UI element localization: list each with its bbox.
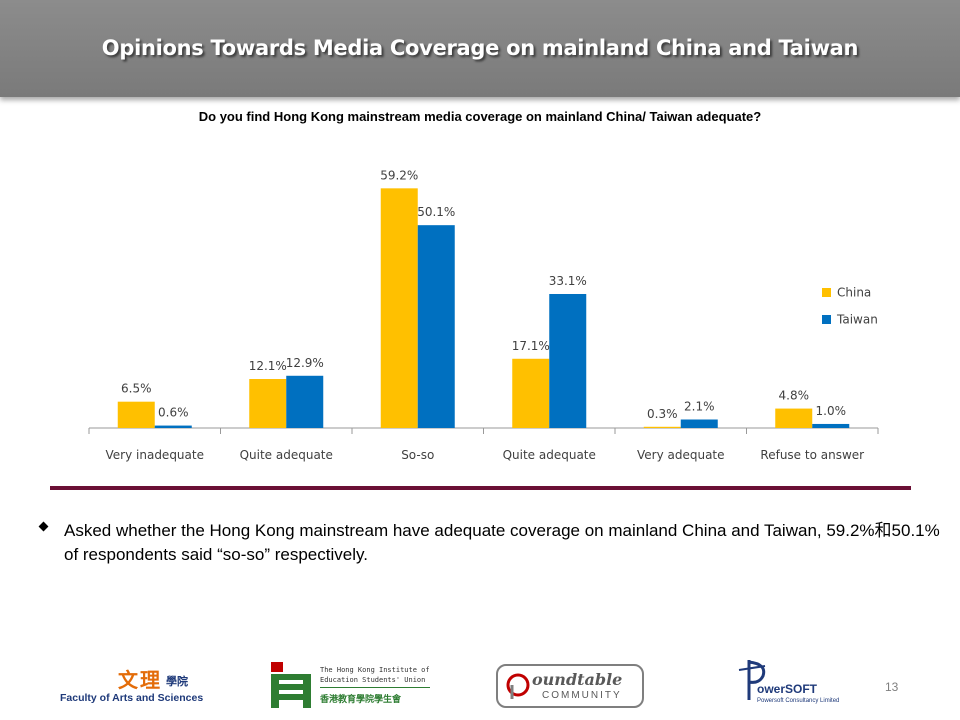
data-label-china: 12.1% <box>249 359 287 373</box>
bar-taiwan <box>286 375 324 428</box>
students-union-emblem-icon <box>271 662 311 708</box>
bar-taiwan <box>417 225 455 428</box>
x-tick-label: Refuse to answer <box>760 448 864 462</box>
students-union-rule <box>320 687 430 688</box>
roundtable-r-icon <box>506 673 530 699</box>
faculty-logo: 文理 學院 Faculty of Arts and Sciences <box>60 664 204 710</box>
x-tick-label: So-so <box>401 448 434 462</box>
roundtable-community-logo: oundtable COMMUNITY <box>496 664 644 708</box>
data-label-taiwan: 33.1% <box>549 274 587 288</box>
bar-taiwan <box>680 419 718 428</box>
data-label-taiwan: 50.1% <box>417 205 455 219</box>
data-label-taiwan: 12.9% <box>286 356 324 370</box>
students-union-line3: 香港教育學院學生會 <box>320 694 402 704</box>
data-label-china: 4.8% <box>779 389 810 403</box>
legend-label-china: China <box>837 286 871 300</box>
data-label-china: 59.2% <box>380 168 418 182</box>
bar-china <box>249 379 287 428</box>
students-union-line2: Education Students' Union <box>320 676 426 684</box>
data-label-china: 6.5% <box>121 382 152 396</box>
faculty-logo-chinese: 文理 <box>118 668 162 692</box>
divider-line <box>50 486 911 490</box>
bar-chart: 6.5% 0.6% Very inadequate 12.1%12.9% Quite a… <box>88 168 879 462</box>
chart-title: Do you find Hong Kong mainstream media c… <box>198 109 762 124</box>
students-union-logo: The Hong Kong Institute of Education Stu… <box>268 660 438 712</box>
powersoft-logo: owerSOFT Powersoft Consultancy Limited <box>735 656 845 712</box>
bar-china <box>117 401 155 428</box>
data-label-taiwan: 1.0% <box>816 404 847 418</box>
bar-taiwan <box>154 425 192 428</box>
title-banner: Opinions Towards Media Coverage on mainl… <box>0 0 960 97</box>
page-number: 13 <box>885 680 899 694</box>
faculty-logo-english: Faculty of Arts and Sciences <box>60 692 204 704</box>
x-tick-label: Very adequate <box>637 448 725 462</box>
data-label-china: 17.1% <box>512 339 550 353</box>
bar-china <box>775 408 813 428</box>
roundtable-word: oundtable <box>532 670 623 689</box>
powersoft-p-icon <box>738 660 766 700</box>
faculty-logo-chinese-small: 學院 <box>166 676 188 688</box>
powersoft-subtitle: Powersoft Consultancy Limited <box>757 698 840 704</box>
bar-china <box>380 188 418 428</box>
powersoft-word: owerSOFT <box>757 682 818 696</box>
legend-swatch-taiwan <box>822 315 831 324</box>
diamond-bullet-icon <box>38 521 49 532</box>
community-word: COMMUNITY <box>542 690 622 701</box>
bar-taiwan <box>549 293 587 428</box>
x-tick-label: Very inadequate <box>106 448 204 462</box>
students-union-line1: The Hong Kong Institute of <box>320 666 430 674</box>
footer-logos: 文理 學院 Faculty of Arts and Sciences The H… <box>0 650 960 720</box>
bar-taiwan <box>812 423 850 428</box>
data-label-taiwan: 2.1% <box>684 399 715 413</box>
slide-title: Opinions Towards Media Coverage on mainl… <box>101 36 859 60</box>
data-label-taiwan: 0.6% <box>158 406 189 420</box>
legend-label-taiwan: Taiwan <box>836 313 878 327</box>
x-tick-label: Quite adequate <box>503 448 596 462</box>
legend-swatch-china <box>822 288 831 297</box>
bar-china <box>643 426 681 428</box>
x-tick-label: Quite adequate <box>240 448 333 462</box>
bullet-text: Asked whether the Hong Kong mainstream h… <box>64 521 940 564</box>
bar-china <box>512 358 550 428</box>
data-label-china: 0.3% <box>647 407 678 421</box>
